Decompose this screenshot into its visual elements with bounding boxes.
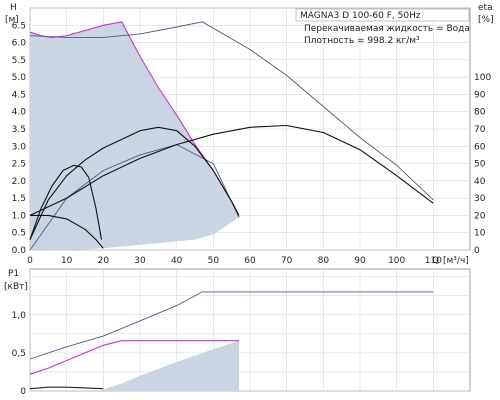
x-tick-label: 70 (281, 256, 293, 266)
p1-axis-unit: [кВт] (4, 282, 28, 292)
y-tick-label: 1.5 (12, 194, 26, 204)
y-axis-label: H (10, 3, 17, 13)
x-tick-label: 60 (244, 256, 256, 266)
y-tick-label: 3.5 (12, 125, 26, 135)
top-series-group (29, 21, 434, 251)
x-tick-label: 30 (134, 256, 146, 266)
p1-tick-label: 0,5 (12, 349, 26, 359)
x-tick-label: 90 (354, 256, 366, 266)
top-series-line-6 (30, 214, 104, 249)
y-tick-label: 4.5 (12, 90, 26, 100)
y2-tick-label: 40 (474, 177, 486, 187)
y-tick-label: 0.0 (12, 246, 27, 256)
x-tick-labels: 0 10 20 30 40 50 60 70 80 90 100 110 (27, 256, 442, 266)
x-tick-label: 100 (388, 256, 405, 266)
y-tick-label: 2.5 (12, 160, 26, 170)
y-tick-label: 0.5 (12, 229, 26, 239)
y2-tick-label: 50 (474, 160, 486, 170)
y2-tick-label: 60 (474, 142, 486, 152)
y2-tick-label: 70 (474, 125, 486, 135)
operating-range-shade (30, 21, 239, 250)
top-series-line-4 (29, 164, 103, 240)
fluid-annotation: Перекачиваемая жидкость = Вода (304, 24, 470, 34)
y-tick-label: 1.0 (12, 211, 27, 221)
top-series-line-3 (29, 126, 240, 240)
top-series-line-5 (29, 124, 434, 216)
y-tick-label: 5.0 (12, 73, 27, 83)
bottom-series-line-1 (29, 340, 239, 375)
y2-axis-unit: [%] (478, 15, 494, 25)
p1-tick-labels: 0 0,5 1,0 (12, 311, 27, 397)
x-tick-label: 40 (171, 256, 183, 266)
x-tick-label: 0 (27, 256, 33, 266)
y-tick-label: 4.0 (12, 108, 27, 118)
power-panel: 0 0,5 1,0 P1 [кВт] (4, 268, 471, 397)
x-axis-label: Q (432, 256, 439, 266)
x-axis-unit: [м³/ч] (443, 256, 469, 266)
y2-tick-label: 100 (474, 73, 491, 83)
y2-tick-labels: 0 10 20 30 40 50 60 70 80 90 100 (474, 73, 491, 256)
chart-title: MAGNA3 D 100-60 F, 50Hz (300, 11, 421, 21)
y2-tick-label: 30 (474, 194, 486, 204)
top-series-line-1 (29, 21, 434, 201)
y-tick-label: 3.0 (12, 142, 27, 152)
bottom-series-line-2 (29, 386, 104, 390)
x-tick-label: 110 (425, 256, 442, 266)
x-tick-label: 50 (208, 256, 220, 266)
x-tick-label: 20 (98, 256, 110, 266)
head-efficiency-panel: 0 10 20 30 40 50 60 70 80 90 100 110 0.00.51.01.52.… (5, 3, 494, 266)
y2-tick-label: 20 (474, 211, 486, 221)
y2-tick-label: 10 (474, 229, 486, 239)
y-tick-label: 5.5 (12, 56, 26, 66)
bottom-series-group (29, 291, 434, 390)
power-range-shade (103, 340, 239, 391)
p1-tick-label: 1,0 (12, 311, 27, 321)
y2-tick-label: 0 (474, 246, 480, 256)
y2-axis-label: eta (478, 3, 493, 13)
y-tick-label: 2.0 (12, 177, 27, 187)
bottom-series-line-0 (29, 291, 434, 360)
y2-tick-label: 90 (474, 90, 486, 100)
y-tick-label: 6.5 (12, 21, 26, 31)
x-tick-label: 10 (61, 256, 73, 266)
y2-tick-label: 80 (474, 108, 486, 118)
p1-tick-label: 0 (20, 387, 26, 397)
density-annotation: Плотность = 998.2 кг/м³ (304, 36, 420, 46)
title-box (295, 8, 470, 22)
y-tick-labels: 0.0 0.5 1.0 1.5 2.0 2.5 3.0 3.5 4.0 4.5 5.0 5.5 6.0 6… (12, 21, 27, 256)
y-axis-unit: [м] (5, 15, 19, 25)
y-tick-label: 6.0 (12, 39, 27, 49)
x-tick-label: 80 (318, 256, 330, 266)
p1-axis-label: P1 (8, 269, 19, 279)
